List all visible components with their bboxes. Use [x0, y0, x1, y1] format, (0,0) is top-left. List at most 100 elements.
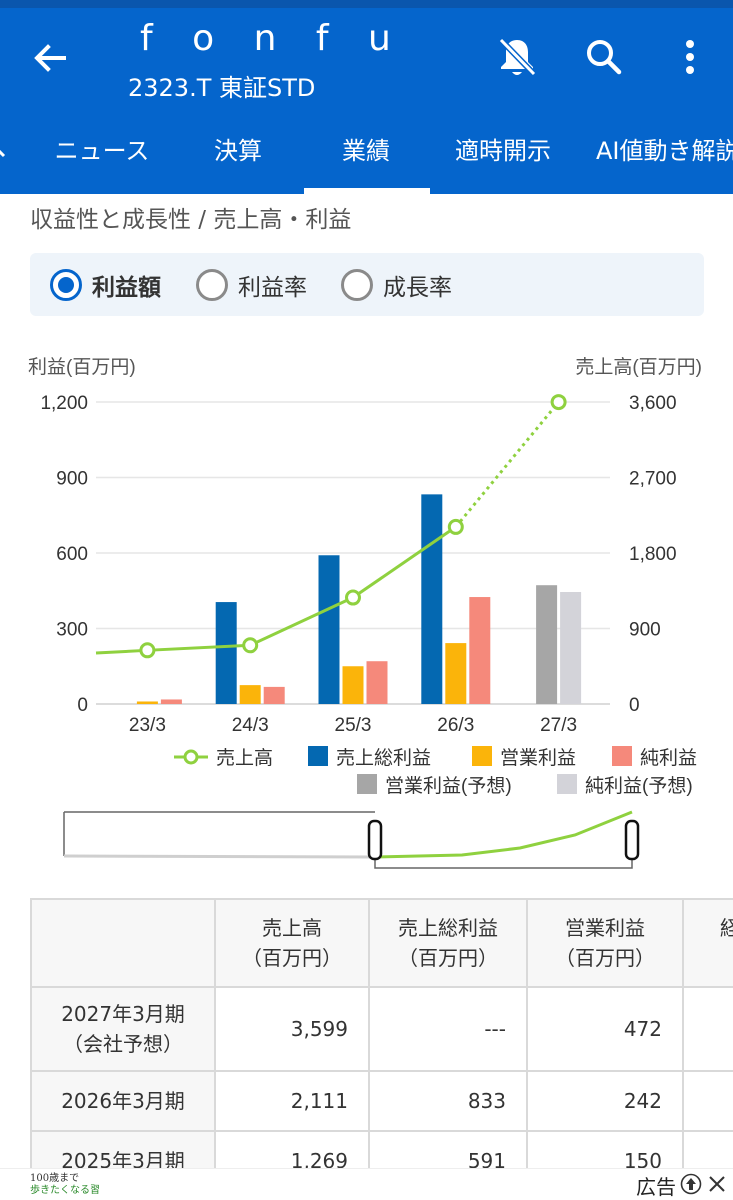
sales-line-segment	[95, 648, 148, 655]
bar-純利益(予想)	[560, 592, 582, 704]
legend-swatch	[308, 746, 328, 766]
right-tick-label: 3,600	[629, 393, 677, 414]
legend-swatch	[612, 746, 632, 766]
header-period	[30, 898, 216, 988]
tab-earnings[interactable]: 決算	[214, 137, 262, 165]
right-axis-label: 売上高(百万円)	[575, 356, 702, 378]
bar-売上総利益	[215, 602, 237, 704]
x-tick-label: 25/3	[335, 715, 372, 736]
sales-point	[550, 394, 567, 411]
close-icon[interactable]	[706, 1173, 728, 1195]
bell-off-icon	[498, 37, 537, 77]
period-cell: 2025年3月期	[30, 1130, 216, 1168]
tab-disclosure[interactable]: 適時開示	[455, 137, 551, 165]
header-label: 売上高	[262, 916, 322, 940]
period-note: （会社予想）	[63, 1032, 183, 1056]
radio-profit-amount[interactable]: 利益額	[50, 253, 161, 316]
left-tick-label: 300	[56, 620, 88, 641]
radio-growth-rate[interactable]: 成長率	[341, 253, 452, 316]
range-handle-left[interactable]	[367, 819, 383, 861]
table-row: 2025年3月期 1,269 591 150	[30, 1130, 733, 1168]
radio-label: 利益額	[92, 274, 161, 301]
table-row: 2026年3月期 2,111 833 242	[30, 1070, 733, 1132]
tab-bar: ニュース 決算 業績 適時開示 AI値動き解説	[0, 120, 733, 194]
radio-unchecked-icon	[341, 268, 373, 301]
gross-profit-cell: 591	[368, 1130, 528, 1168]
header-unit: （百万円）	[398, 946, 498, 970]
legend-label: 売上高	[216, 747, 273, 769]
operating-profit-cell: 150	[526, 1130, 684, 1168]
bar-営業利益(予想)	[536, 585, 558, 704]
sales-point	[345, 589, 361, 606]
header-unit: （百万円）	[242, 946, 342, 970]
status-strip	[0, 0, 733, 8]
legend-line-marker	[183, 749, 199, 765]
tab-performance[interactable]: 業績	[342, 137, 390, 165]
header-gross-profit: 売上総利益 （百万円）	[368, 898, 528, 988]
legend-swatch	[472, 746, 492, 766]
search-icon	[587, 40, 622, 75]
metric-selector: 利益額 利益率 成長率	[30, 253, 704, 316]
operating-profit-cell: 472	[526, 986, 684, 1072]
ad-banner[interactable]: 100歳まで 歩きたくなる習 広告	[0, 1168, 733, 1200]
period-cell: 2027年3月期 （会社予想）	[30, 986, 216, 1072]
legend-label: 売上総利益	[336, 747, 431, 769]
range-handle-right[interactable]	[624, 819, 640, 861]
chevron-left-icon[interactable]	[0, 138, 14, 168]
notification-toggle-button[interactable]	[494, 34, 540, 80]
sales-cell: 2,111	[214, 1070, 370, 1132]
x-tick-label: 24/3	[232, 715, 269, 736]
bar-営業利益	[445, 643, 467, 704]
operating-profit-cell: 242	[526, 1070, 684, 1132]
legend-label: 営業利益(予想)	[385, 775, 512, 797]
table-row: 2027年3月期 （会社予想） 3,599 --- 472	[30, 986, 733, 1072]
ordinary-profit-cell	[682, 1070, 733, 1132]
legend-label: 純利益	[640, 747, 697, 769]
section-title: 収益性と成長性 / 売上高・利益	[30, 207, 352, 233]
sales-line-segment	[454, 401, 560, 528]
ad-thumb-text: 歩きたくなる習	[30, 1185, 100, 1196]
tab-indicator	[304, 188, 430, 194]
gross-profit-cell: ---	[368, 986, 528, 1072]
header-sales: 売上高 （百万円）	[214, 898, 370, 988]
x-tick-label: 26/3	[437, 715, 474, 736]
header-operating-profit: 営業利益 （百万円）	[526, 898, 684, 988]
right-tick-label: 1,800	[629, 544, 677, 565]
x-tick-label: 27/3	[540, 715, 577, 736]
bar-売上総利益	[318, 555, 340, 704]
period-label: 2027年3月期	[61, 1002, 185, 1026]
left-axis-label: 利益(百万円)	[28, 356, 136, 378]
left-tick-label: 1,200	[40, 393, 88, 414]
period-cell: 2026年3月期	[30, 1070, 216, 1132]
gross-profit-cell: 833	[368, 1070, 528, 1132]
bar-純利益	[263, 686, 285, 704]
radio-unchecked-icon	[196, 268, 228, 301]
sales-point	[242, 637, 259, 654]
left-tick-label: 600	[56, 544, 88, 565]
header-unit: （百万円）	[555, 946, 655, 970]
info-icon[interactable]	[680, 1173, 702, 1195]
tab-news[interactable]: ニュース	[54, 137, 150, 165]
radio-profit-margin[interactable]: 利益率	[196, 253, 307, 316]
sales-line-segment	[352, 525, 457, 599]
header-unit: （百	[720, 946, 733, 970]
financials-table: 売上高 （百万円） 売上総利益 （百万円） 営業利益 （百万円） 経 （百 2027年3…	[30, 898, 733, 1168]
sales-cell: 3,599	[214, 986, 370, 1072]
sales-point	[139, 642, 156, 659]
back-button[interactable]	[28, 36, 72, 80]
sales-line-segment	[147, 643, 251, 652]
right-tick-label: 0	[629, 695, 640, 716]
bar-売上総利益	[421, 494, 443, 704]
profit-sales-chart: 利益(百万円) 売上高(百万円) 1,200 3,600 900 2,700 600 1,80…	[28, 356, 702, 797]
ad-thumbnail[interactable]: 100歳まで 歩きたくなる習	[30, 1173, 104, 1199]
ordinary-profit-cell	[682, 1130, 733, 1168]
radio-label: 成長率	[383, 274, 452, 301]
sales-point	[447, 518, 464, 535]
legend-label: 純利益(予想)	[585, 775, 693, 797]
more-menu-button[interactable]	[674, 34, 706, 80]
ordinary-profit-cell	[682, 986, 733, 1072]
bar-営業利益	[239, 685, 261, 704]
search-button[interactable]	[582, 34, 626, 80]
bar-営業利益	[342, 666, 364, 704]
tab-ai-explain[interactable]: AI値動き解説	[596, 137, 733, 165]
